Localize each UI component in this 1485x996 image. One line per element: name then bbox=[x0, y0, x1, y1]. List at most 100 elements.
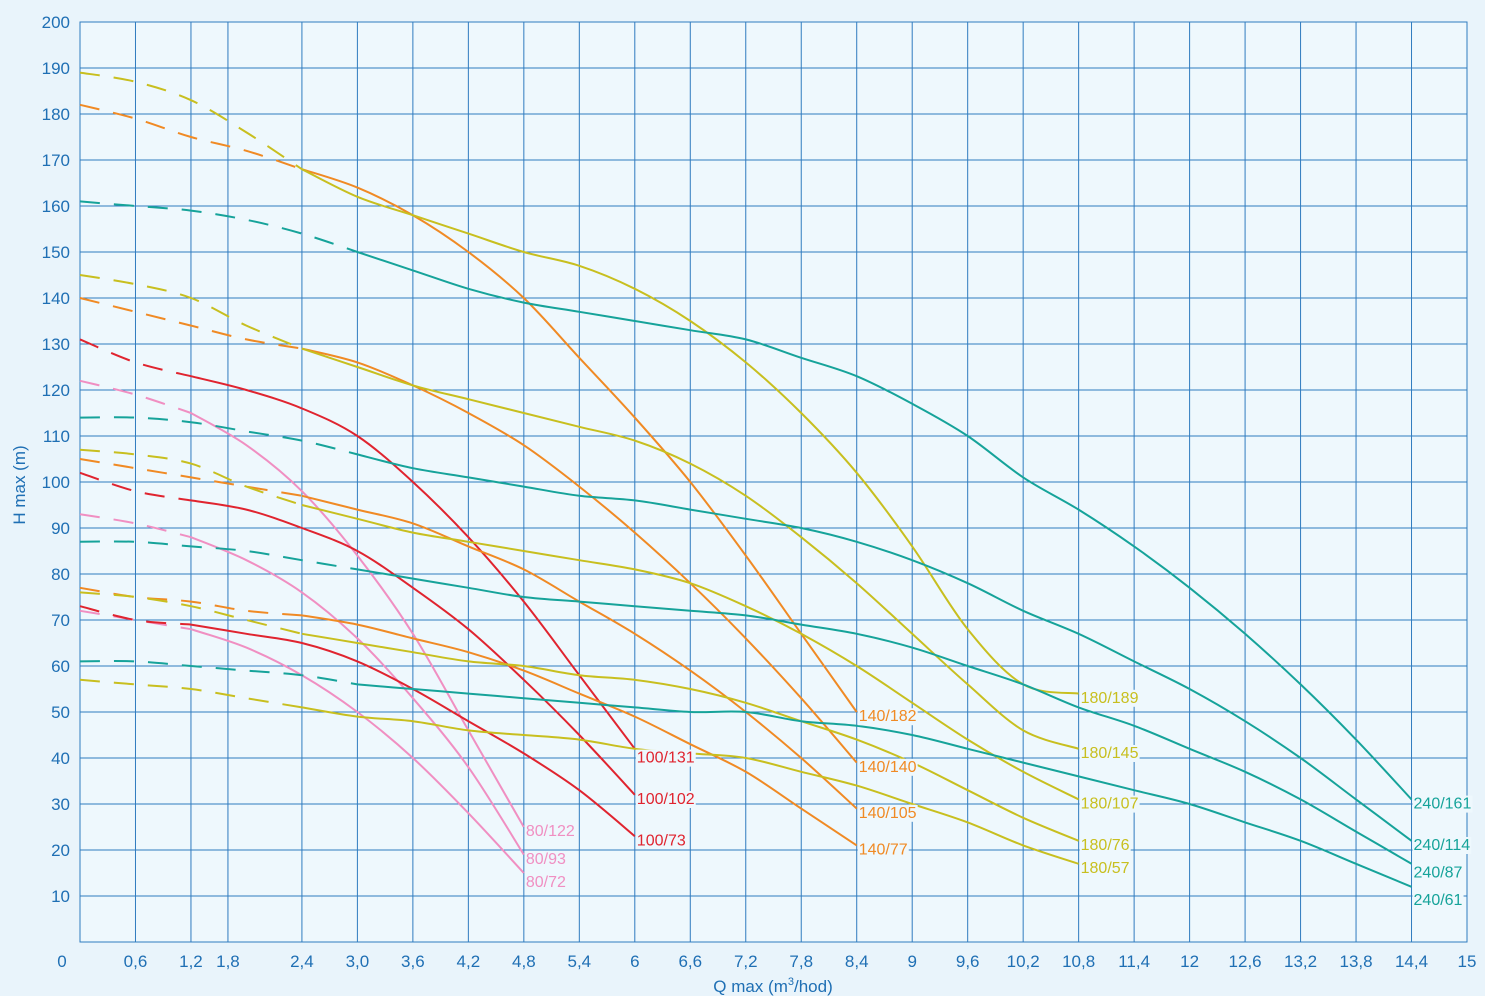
series-140-140-dashed bbox=[79, 297, 303, 350]
curve-label-240-61: 240/61 bbox=[1414, 892, 1463, 909]
y-tick-label: 20 bbox=[51, 841, 70, 860]
x-tick-label: 12 bbox=[1180, 952, 1199, 971]
series-240-87 bbox=[357, 568, 1413, 865]
x-tick-label: 2,4 bbox=[290, 952, 314, 971]
y-tick-label: 160 bbox=[42, 197, 70, 216]
curve-label-background bbox=[1079, 795, 1140, 813]
x-tick-label: 3,6 bbox=[401, 952, 425, 971]
x-axis-title: Q max (m3/hod) bbox=[713, 976, 832, 996]
x-tick-label: 4,2 bbox=[457, 952, 481, 971]
y-tick-label: 150 bbox=[42, 243, 70, 262]
series-180-76 bbox=[301, 632, 1079, 842]
y-tick-label: 200 bbox=[42, 13, 70, 32]
series-240-61-dashed bbox=[79, 660, 358, 686]
series-100-102 bbox=[190, 499, 636, 796]
x-tick-label: 9,6 bbox=[956, 952, 980, 971]
curve-labels: 80/122 80/93 80/72 100/131 100/102 100/73 140/… bbox=[524, 689, 1473, 910]
y-axis-title: H max (m) bbox=[10, 445, 29, 524]
series-180-145-dashed bbox=[79, 274, 303, 350]
x-tick-label: 0 bbox=[57, 952, 66, 971]
y-tick-label: 120 bbox=[42, 381, 70, 400]
series-180-189-dashed bbox=[79, 71, 303, 171]
series-240-161-dashed bbox=[79, 200, 358, 253]
series-80-93-dashed bbox=[79, 513, 192, 539]
y-tick-label: 70 bbox=[51, 611, 70, 630]
y-tick-label: 180 bbox=[42, 105, 70, 124]
y-tick-label: 140 bbox=[42, 289, 70, 308]
x-tick-label: 9 bbox=[907, 952, 916, 971]
curve-label-background bbox=[1412, 795, 1473, 813]
curve-label-background bbox=[1079, 837, 1131, 854]
y-tick-label: 80 bbox=[51, 565, 70, 584]
series-240-61 bbox=[357, 683, 1412, 888]
curve-label-background bbox=[857, 708, 918, 726]
series-240-114 bbox=[357, 453, 1413, 842]
curve-label-background bbox=[635, 791, 696, 808]
curve-label-background bbox=[857, 758, 918, 776]
y-tick-label: 60 bbox=[51, 657, 70, 676]
series-80-93 bbox=[190, 536, 525, 856]
curve-label-background bbox=[857, 841, 909, 859]
x-tick-label: 10,2 bbox=[1007, 952, 1040, 971]
x-tick-label: 6,6 bbox=[678, 952, 702, 971]
x-tick-label: 15 bbox=[1458, 952, 1477, 971]
x-tick-label: 6 bbox=[630, 952, 639, 971]
series-140-105 bbox=[301, 494, 858, 810]
y-tick-label: 190 bbox=[42, 59, 70, 78]
curve-label-180-76: 180/76 bbox=[1081, 837, 1130, 854]
curve-label-background bbox=[1412, 892, 1464, 910]
x-tick-label: 11,4 bbox=[1118, 952, 1150, 971]
series-100-73 bbox=[190, 623, 636, 837]
y-tick-label: 40 bbox=[51, 749, 70, 768]
x-tick-label: 13,8 bbox=[1339, 952, 1372, 971]
series-100-73-dashed bbox=[79, 605, 192, 626]
series-80-122-dashed bbox=[79, 379, 192, 414]
curve-label-140-182: 140/182 bbox=[859, 708, 917, 725]
curve-label-140-105: 140/105 bbox=[859, 805, 917, 822]
series-100-131-dashed bbox=[79, 338, 192, 378]
series-100-102-dashed bbox=[79, 471, 192, 502]
series-100-131 bbox=[190, 375, 636, 750]
x-tick-label: 7,2 bbox=[734, 952, 758, 971]
x-tick-label: 5,4 bbox=[567, 952, 591, 971]
y-tick-label: 110 bbox=[43, 427, 70, 446]
curve-label-80-122: 80/122 bbox=[526, 823, 575, 840]
curve-label-180-107: 180/107 bbox=[1081, 796, 1139, 813]
series-80-72 bbox=[190, 628, 525, 874]
x-tick-label: 3,0 bbox=[346, 952, 370, 971]
x-tick-label: 0,6 bbox=[124, 952, 148, 971]
series-180-145 bbox=[301, 347, 1079, 750]
curve-label-background bbox=[1412, 864, 1464, 882]
curve-label-background bbox=[1412, 837, 1472, 854]
y-tick-label: 90 bbox=[51, 519, 70, 538]
curve-label-background bbox=[524, 823, 576, 841]
y-tick-label: 10 bbox=[51, 887, 70, 906]
curve-label-background bbox=[524, 873, 567, 891]
curve-label-180-145: 180/145 bbox=[1081, 745, 1139, 762]
series-180-76-dashed bbox=[79, 591, 303, 635]
curve-label-180-189: 180/189 bbox=[1081, 690, 1139, 707]
series-240-114-dashed bbox=[79, 416, 358, 456]
curve-label-100-131: 100/131 bbox=[637, 750, 695, 767]
curve-label-background bbox=[1079, 689, 1140, 707]
series-180-107-dashed bbox=[79, 448, 303, 506]
x-tick-label: 1,8 bbox=[216, 952, 240, 971]
y-tick-label: 50 bbox=[51, 703, 70, 722]
curve-label-background bbox=[857, 804, 918, 822]
curve-label-140-77: 140/77 bbox=[859, 842, 908, 859]
curve-label-background bbox=[1079, 860, 1131, 877]
x-tick-label: 14,4 bbox=[1395, 952, 1428, 971]
curve-label-background bbox=[635, 832, 687, 850]
series-80-72-dashed bbox=[79, 609, 192, 631]
y-tick-label: 100 bbox=[42, 473, 70, 492]
series-140-105-dashed bbox=[79, 458, 303, 497]
series-240-161 bbox=[357, 251, 1413, 801]
series-140-77 bbox=[301, 614, 858, 847]
x-tick-label: 13,2 bbox=[1284, 952, 1317, 971]
curve-label-100-73: 100/73 bbox=[637, 832, 686, 849]
series-140-182-dashed bbox=[79, 103, 303, 171]
y-tick-label: 130 bbox=[42, 335, 70, 354]
series-240-87-dashed bbox=[79, 540, 358, 571]
x-tick-label: 8,4 bbox=[845, 952, 869, 971]
